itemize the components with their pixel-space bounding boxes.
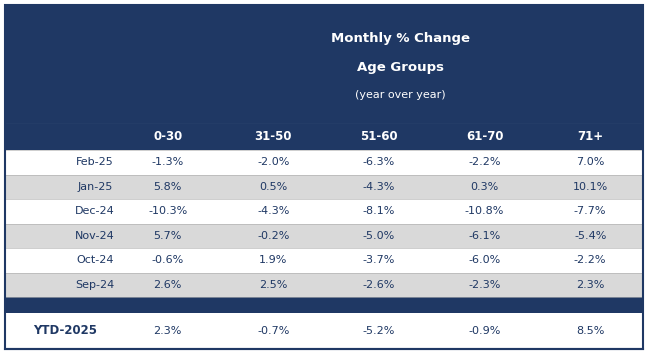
Text: 10.1%: 10.1% <box>573 182 608 192</box>
Text: -2.2%: -2.2% <box>574 255 607 265</box>
Text: 2.3%: 2.3% <box>576 280 605 290</box>
Text: -2.0%: -2.0% <box>257 157 290 167</box>
Text: 61-70: 61-70 <box>466 130 503 143</box>
Text: 8.5%: 8.5% <box>576 326 605 336</box>
Text: 1.9%: 1.9% <box>259 255 288 265</box>
Bar <box>5 123 643 150</box>
Text: Oct-24: Oct-24 <box>76 255 114 265</box>
Text: -2.6%: -2.6% <box>363 280 395 290</box>
Bar <box>5 223 643 248</box>
Text: 0-30: 0-30 <box>153 130 183 143</box>
Bar <box>5 175 643 199</box>
Bar <box>5 150 643 175</box>
Text: -0.2%: -0.2% <box>257 231 290 241</box>
Text: 5.8%: 5.8% <box>154 182 182 192</box>
Text: -4.3%: -4.3% <box>363 182 395 192</box>
Text: -6.3%: -6.3% <box>363 157 395 167</box>
Text: 71+: 71+ <box>577 130 603 143</box>
Text: 2.3%: 2.3% <box>154 326 182 336</box>
Bar <box>5 5 643 123</box>
Text: Age Groups: Age Groups <box>357 61 444 74</box>
Text: 7.0%: 7.0% <box>576 157 605 167</box>
Text: -1.3%: -1.3% <box>152 157 184 167</box>
Text: 2.5%: 2.5% <box>259 280 288 290</box>
Text: 31-50: 31-50 <box>255 130 292 143</box>
Text: -0.7%: -0.7% <box>257 326 290 336</box>
Bar <box>5 297 643 313</box>
Text: -8.1%: -8.1% <box>363 206 395 216</box>
Text: -6.0%: -6.0% <box>469 255 501 265</box>
Text: -5.4%: -5.4% <box>574 231 607 241</box>
Text: Sep-24: Sep-24 <box>76 280 115 290</box>
Text: -0.9%: -0.9% <box>469 326 501 336</box>
Text: 0.3%: 0.3% <box>470 182 499 192</box>
Bar <box>5 273 643 297</box>
Text: -2.2%: -2.2% <box>469 157 501 167</box>
Text: Monthly % Change: Monthly % Change <box>331 32 470 45</box>
Text: -7.7%: -7.7% <box>574 206 607 216</box>
Text: 0.5%: 0.5% <box>259 182 288 192</box>
Bar <box>5 313 643 349</box>
Text: -5.2%: -5.2% <box>363 326 395 336</box>
Bar <box>5 248 643 273</box>
Text: Feb-25: Feb-25 <box>76 157 114 167</box>
Text: -4.3%: -4.3% <box>257 206 290 216</box>
Text: 51-60: 51-60 <box>360 130 398 143</box>
Text: Nov-24: Nov-24 <box>75 231 115 241</box>
Bar <box>5 199 643 223</box>
Text: YTD-2025: YTD-2025 <box>34 325 97 337</box>
Text: -0.6%: -0.6% <box>152 255 184 265</box>
Text: (year over year): (year over year) <box>355 90 446 100</box>
Text: Jan-25: Jan-25 <box>78 182 113 192</box>
Text: 2.6%: 2.6% <box>154 280 182 290</box>
Text: Dec-24: Dec-24 <box>75 206 115 216</box>
Text: -2.3%: -2.3% <box>469 280 501 290</box>
Text: -10.3%: -10.3% <box>148 206 187 216</box>
Text: -10.8%: -10.8% <box>465 206 504 216</box>
Text: -6.1%: -6.1% <box>469 231 501 241</box>
Text: 5.7%: 5.7% <box>154 231 182 241</box>
Text: -3.7%: -3.7% <box>363 255 395 265</box>
Text: -5.0%: -5.0% <box>363 231 395 241</box>
